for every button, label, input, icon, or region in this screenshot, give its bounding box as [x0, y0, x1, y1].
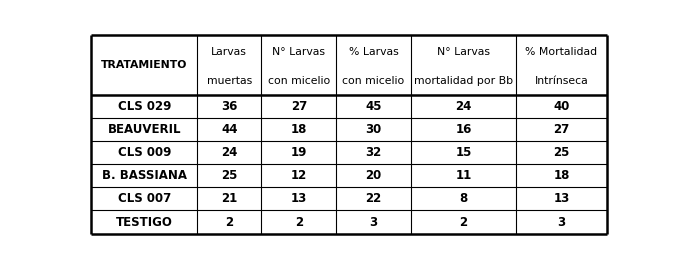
Text: 24: 24 [221, 146, 238, 159]
Text: 27: 27 [291, 100, 307, 113]
Text: 3: 3 [369, 215, 377, 228]
Text: % Larvas: % Larvas [349, 47, 398, 57]
Text: N° Larvas: N° Larvas [272, 47, 326, 57]
Text: 2: 2 [295, 215, 303, 228]
Text: 2: 2 [460, 215, 468, 228]
Text: CLS 009: CLS 009 [118, 146, 171, 159]
Text: 15: 15 [456, 146, 472, 159]
Text: 18: 18 [553, 169, 570, 182]
Text: 13: 13 [291, 192, 307, 205]
Text: 40: 40 [553, 100, 570, 113]
Text: 32: 32 [365, 146, 381, 159]
Text: 3: 3 [558, 215, 565, 228]
Text: 22: 22 [365, 192, 381, 205]
Text: 25: 25 [221, 169, 238, 182]
Text: mortalidad por Bb: mortalidad por Bb [414, 77, 513, 86]
Text: 21: 21 [221, 192, 238, 205]
Text: 36: 36 [221, 100, 238, 113]
Text: 2: 2 [225, 215, 234, 228]
Text: Intrínseca: Intrínseca [535, 77, 588, 86]
Text: 44: 44 [221, 123, 238, 136]
Text: 24: 24 [456, 100, 472, 113]
Text: CLS 029: CLS 029 [118, 100, 171, 113]
Text: 25: 25 [553, 146, 570, 159]
Text: CLS 007: CLS 007 [118, 192, 171, 205]
Text: 27: 27 [554, 123, 569, 136]
Text: BEAUVERIL: BEAUVERIL [108, 123, 181, 136]
Text: 19: 19 [291, 146, 307, 159]
Text: 16: 16 [456, 123, 472, 136]
Text: B. BASSIANA: B. BASSIANA [101, 169, 187, 182]
Text: con micelio: con micelio [343, 77, 405, 86]
Text: TESTIGO: TESTIGO [116, 215, 173, 228]
Text: N° Larvas: N° Larvas [437, 47, 490, 57]
Text: 45: 45 [365, 100, 382, 113]
Text: muertas: muertas [206, 77, 252, 86]
Text: 12: 12 [291, 169, 307, 182]
Text: 13: 13 [554, 192, 569, 205]
Text: con micelio: con micelio [268, 77, 330, 86]
Text: 20: 20 [365, 169, 381, 182]
Text: 18: 18 [291, 123, 307, 136]
Text: % Mortalidad: % Mortalidad [526, 47, 597, 57]
Text: 30: 30 [365, 123, 381, 136]
Text: 11: 11 [456, 169, 472, 182]
Text: 8: 8 [460, 192, 468, 205]
Text: TRATAMIENTO: TRATAMIENTO [101, 60, 187, 70]
Text: Larvas: Larvas [211, 47, 247, 57]
